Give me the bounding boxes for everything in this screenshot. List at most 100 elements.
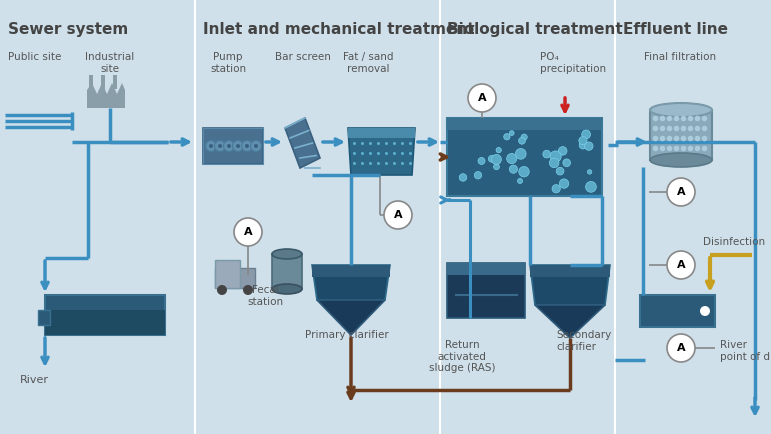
Text: A: A bbox=[677, 260, 685, 270]
Circle shape bbox=[563, 159, 571, 167]
Circle shape bbox=[243, 285, 253, 295]
Circle shape bbox=[234, 218, 262, 246]
Circle shape bbox=[588, 170, 592, 174]
Circle shape bbox=[209, 144, 213, 148]
Bar bbox=[89, 75, 93, 89]
Circle shape bbox=[584, 142, 593, 150]
Circle shape bbox=[493, 164, 500, 170]
Text: Fat / sand
removal: Fat / sand removal bbox=[343, 52, 393, 74]
Text: Industrial
site: Industrial site bbox=[86, 52, 135, 74]
Bar bbox=[650, 110, 712, 160]
Circle shape bbox=[517, 178, 523, 184]
Circle shape bbox=[227, 144, 231, 148]
Bar bbox=[447, 118, 602, 130]
Ellipse shape bbox=[272, 249, 302, 259]
Circle shape bbox=[214, 141, 225, 151]
Bar bbox=[640, 295, 715, 327]
Ellipse shape bbox=[650, 103, 712, 117]
Bar bbox=[215, 260, 240, 288]
Text: Final filtration: Final filtration bbox=[644, 52, 716, 62]
Circle shape bbox=[468, 84, 496, 112]
Text: A: A bbox=[677, 343, 685, 353]
Bar bbox=[447, 118, 602, 196]
Polygon shape bbox=[285, 118, 320, 168]
Circle shape bbox=[503, 134, 510, 140]
Bar bbox=[530, 265, 610, 277]
Circle shape bbox=[507, 154, 517, 164]
Polygon shape bbox=[87, 83, 125, 108]
Bar bbox=[45, 310, 165, 335]
Circle shape bbox=[251, 141, 261, 151]
Text: River: River bbox=[20, 375, 49, 385]
Circle shape bbox=[581, 130, 591, 139]
Bar bbox=[215, 268, 255, 288]
Bar bbox=[38, 310, 50, 325]
Circle shape bbox=[550, 158, 559, 168]
Text: A: A bbox=[394, 210, 402, 220]
Circle shape bbox=[521, 134, 527, 140]
Circle shape bbox=[510, 131, 514, 135]
Circle shape bbox=[236, 144, 240, 148]
Polygon shape bbox=[312, 265, 390, 300]
Circle shape bbox=[233, 141, 244, 151]
Text: A: A bbox=[478, 93, 487, 103]
Bar bbox=[272, 254, 302, 289]
Circle shape bbox=[667, 334, 695, 362]
Text: Biological treatment: Biological treatment bbox=[447, 22, 623, 37]
Polygon shape bbox=[530, 265, 610, 305]
Text: Disinfection: Disinfection bbox=[703, 237, 765, 247]
Circle shape bbox=[515, 148, 526, 159]
Bar bbox=[203, 128, 263, 164]
Polygon shape bbox=[535, 305, 605, 338]
Circle shape bbox=[245, 144, 249, 148]
Text: Bar screen: Bar screen bbox=[275, 52, 331, 62]
Circle shape bbox=[384, 201, 412, 229]
Circle shape bbox=[585, 181, 596, 192]
Circle shape bbox=[474, 171, 482, 179]
Text: Return
activated
sludge (RAS): Return activated sludge (RAS) bbox=[429, 340, 495, 373]
Circle shape bbox=[519, 167, 529, 177]
Bar bbox=[203, 128, 263, 164]
Text: Sewer system: Sewer system bbox=[8, 22, 128, 37]
Circle shape bbox=[206, 141, 217, 151]
Bar bbox=[101, 75, 105, 89]
Text: Effluent line: Effluent line bbox=[623, 22, 728, 37]
Bar bbox=[447, 263, 525, 275]
Polygon shape bbox=[348, 128, 415, 175]
Circle shape bbox=[217, 285, 227, 295]
Circle shape bbox=[488, 155, 495, 162]
Circle shape bbox=[543, 150, 550, 158]
Text: A: A bbox=[244, 227, 252, 237]
Text: River
point of discharge: River point of discharge bbox=[720, 340, 771, 362]
Bar bbox=[312, 265, 390, 277]
Circle shape bbox=[667, 178, 695, 206]
Circle shape bbox=[667, 251, 695, 279]
Bar bbox=[45, 295, 165, 335]
Circle shape bbox=[224, 141, 234, 151]
Polygon shape bbox=[317, 300, 385, 335]
Circle shape bbox=[579, 141, 587, 149]
Ellipse shape bbox=[650, 153, 712, 167]
Circle shape bbox=[496, 148, 501, 153]
Circle shape bbox=[552, 184, 561, 193]
Text: PO₄
precipitation: PO₄ precipitation bbox=[540, 52, 606, 74]
Text: Primary clarifier: Primary clarifier bbox=[305, 330, 389, 340]
Circle shape bbox=[560, 179, 569, 188]
Bar bbox=[348, 128, 415, 138]
Text: Pump
station: Pump station bbox=[210, 52, 246, 74]
Circle shape bbox=[519, 138, 525, 144]
Circle shape bbox=[558, 147, 567, 155]
Circle shape bbox=[700, 306, 710, 316]
Circle shape bbox=[218, 144, 222, 148]
Text: Secondary
clarifier: Secondary clarifier bbox=[556, 330, 611, 352]
Circle shape bbox=[241, 141, 252, 151]
Ellipse shape bbox=[272, 284, 302, 294]
Circle shape bbox=[491, 155, 501, 164]
Circle shape bbox=[510, 165, 517, 173]
Bar bbox=[113, 75, 117, 89]
Circle shape bbox=[550, 151, 561, 162]
Text: A: A bbox=[677, 187, 685, 197]
Circle shape bbox=[460, 174, 466, 181]
Bar bbox=[447, 263, 525, 318]
Text: Public site: Public site bbox=[8, 52, 62, 62]
